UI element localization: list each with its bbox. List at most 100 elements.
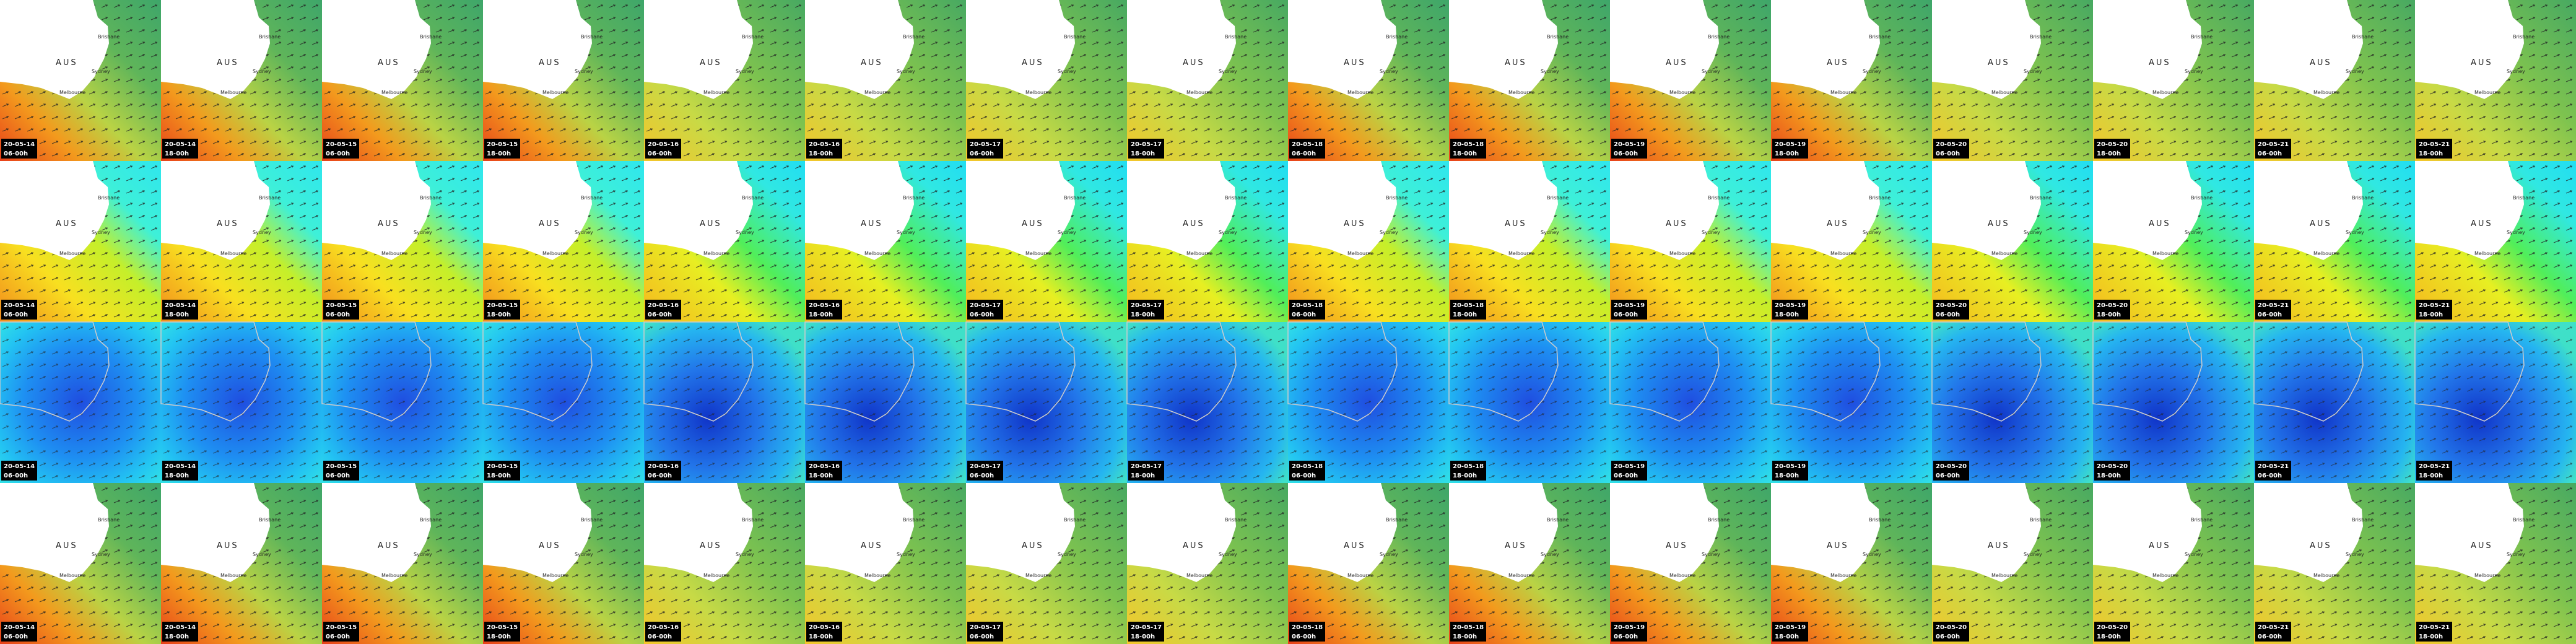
wind-arrows (161, 322, 322, 483)
city-label: Melbourne (381, 573, 407, 578)
date-label: 20-05-14 (165, 463, 196, 470)
city-label: Sydney (253, 552, 271, 557)
city-label: Sydney (897, 230, 915, 235)
label-box (162, 300, 198, 320)
label-box (1128, 139, 1164, 159)
city-label: Melbourne (864, 251, 890, 256)
map-tile: AUS Brisbane Sydney Melbourne 20-05-17 06-00h (966, 0, 1127, 161)
date-label: 20-05-20 (2097, 141, 2128, 148)
label-box (967, 300, 1003, 320)
city-label: Sydney (253, 230, 271, 235)
time-label: 06-00h (1614, 311, 1638, 318)
time-label: 18-00h (2419, 150, 2443, 157)
land (966, 161, 1075, 260)
label-box (967, 461, 1003, 481)
city-label: Melbourne (220, 251, 246, 256)
city-label: Sydney (1863, 552, 1881, 557)
land (161, 161, 270, 260)
label-box (1611, 300, 1647, 320)
land (483, 0, 592, 99)
label-box (1772, 300, 1808, 320)
map-tile: AUS Brisbane Sydney Melbourne 20-05-20 18-00h (2093, 161, 2254, 322)
city-label: Brisbane (2513, 195, 2535, 201)
country-label: AUS (56, 58, 78, 67)
date-label: 20-05-14 (4, 463, 35, 470)
date-label: 20-05-15 (487, 141, 518, 148)
map-tile: AUS Brisbane Sydney Melbourne 20-05-14 06-00h (0, 0, 161, 161)
label-box (484, 300, 520, 320)
city-label: Melbourne (542, 251, 568, 256)
country-label: AUS (1827, 541, 1849, 550)
map-tile: AUS Brisbane Sydney Melbourne 20-05-14 06-00h (0, 161, 161, 322)
map-tile: 20-05-21 06-00h (2253, 321, 2415, 483)
map-tile: AUS Brisbane Sydney Melbourne 20-05-20 06-00h (1932, 483, 2093, 644)
city-label: Brisbane (2030, 195, 2052, 201)
city-label: Melbourne (2474, 573, 2500, 578)
city-label: Sydney (897, 69, 915, 74)
date-label: 20-05-14 (165, 141, 196, 148)
city-label: Melbourne (1830, 251, 1856, 256)
city-label: Brisbane (1547, 195, 1569, 201)
city-label: Melbourne (1347, 573, 1373, 578)
country-label: AUS (700, 219, 722, 228)
city-label: Brisbane (420, 517, 442, 523)
date-label: 20-05-17 (1131, 302, 1162, 309)
city-label: Brisbane (1386, 34, 1408, 40)
country-label: AUS (217, 219, 239, 228)
country-label: AUS (2471, 58, 2493, 67)
map-tile: 20-05-18 06-00h (1287, 321, 1449, 483)
city-label: Melbourne (1669, 573, 1695, 578)
country-label: AUS (1344, 541, 1366, 550)
land (1288, 161, 1397, 260)
city-label: Brisbane (98, 517, 120, 523)
date-label: 20-05-17 (970, 463, 1001, 470)
city-label: Brisbane (581, 195, 603, 201)
date-label: 20-05-21 (2419, 141, 2450, 148)
land (2415, 161, 2524, 260)
city-label: Sydney (1219, 230, 1237, 235)
label-box (967, 139, 1003, 159)
country-label: AUS (539, 541, 561, 550)
label-box (1933, 139, 1969, 159)
date-label: 20-05-21 (2258, 463, 2289, 470)
city-label: Melbourne (2152, 90, 2178, 95)
city-label: Brisbane (2030, 34, 2052, 40)
country-label: AUS (861, 58, 883, 67)
city-label: Sydney (1541, 552, 1559, 557)
city-label: Sydney (1219, 69, 1237, 74)
land (1610, 483, 1719, 582)
date-label: 20-05-15 (326, 141, 357, 148)
city-label: Melbourne (2474, 251, 2500, 256)
label-box (162, 622, 198, 642)
time-label: 18-00h (1131, 472, 1155, 479)
time-label: 18-00h (1131, 150, 1155, 157)
city-label: Sydney (1058, 230, 1076, 235)
land (1932, 0, 2041, 99)
city-label: Melbourne (703, 90, 729, 95)
city-label: Melbourne (1830, 573, 1856, 578)
map-tile: 20-05-17 18-00h (1126, 321, 1288, 483)
land (805, 0, 914, 99)
map-tile: AUS Brisbane Sydney Melbourne 20-05-21 06-00h (2254, 0, 2415, 161)
land (1449, 161, 1558, 260)
city-label: Sydney (1058, 552, 1076, 557)
map-tile: AUS Brisbane Sydney Melbourne 20-05-14 18-00h (161, 161, 322, 322)
city-label: Melbourne (1991, 573, 2017, 578)
city-label: Brisbane (742, 34, 764, 40)
date-label: 20-05-19 (1614, 624, 1645, 631)
map-tile: 20-05-15 18-00h (482, 321, 644, 483)
map-tile: 20-05-21 18-00h (2414, 321, 2576, 483)
time-label: 06-00h (970, 311, 994, 318)
label-box (323, 139, 359, 159)
date-label: 20-05-18 (1453, 624, 1484, 631)
label-box (2416, 300, 2452, 320)
wind-arrows (2254, 322, 2415, 483)
map-tile: AUS Brisbane Sydney Melbourne 20-05-15 06-00h (322, 483, 483, 644)
land (1449, 483, 1558, 582)
time-label: 06-00h (4, 633, 28, 640)
time-label: 06-00h (1936, 311, 1960, 318)
land (1932, 483, 2041, 582)
city-label: Sydney (1702, 552, 1720, 557)
country-label: AUS (217, 541, 239, 550)
